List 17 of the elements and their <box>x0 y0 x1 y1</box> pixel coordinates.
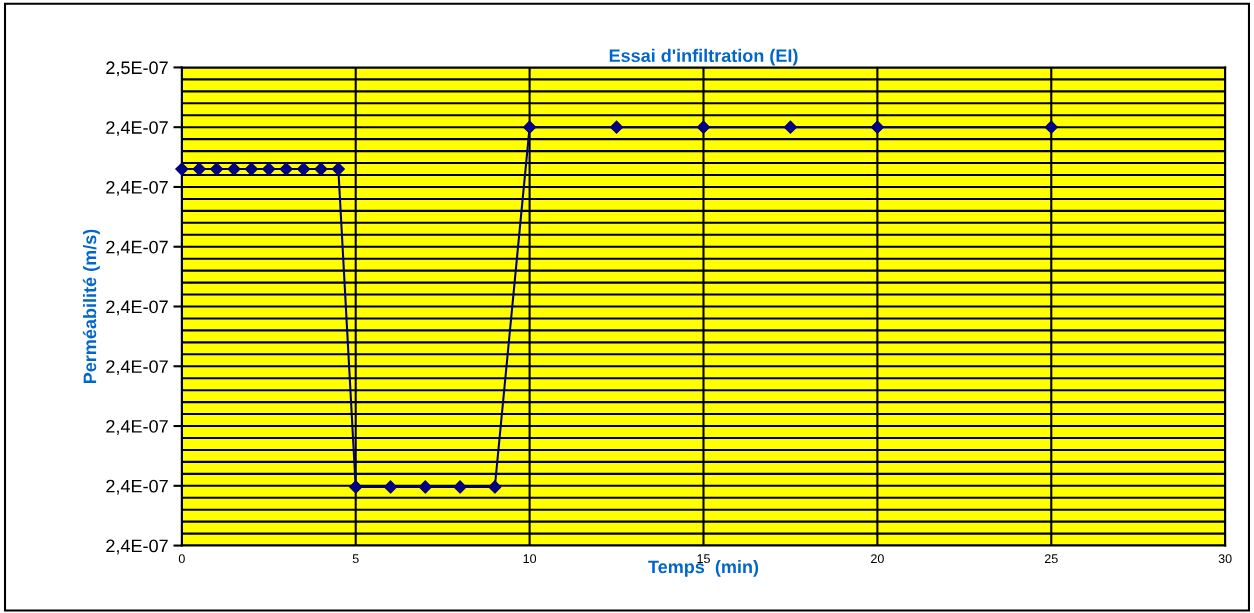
x-tick-label: 20 <box>871 554 884 564</box>
text: 2,4E-07 <box>106 240 168 256</box>
x-tick-label: 5 <box>352 554 359 564</box>
y-axis-title: Perméabilité (m/s) <box>82 229 100 384</box>
text: 2,4E-07 <box>106 360 168 376</box>
x-tick-label: 0 <box>178 554 185 564</box>
text: 2,4E-07 <box>106 479 168 495</box>
text: 2,4E-07 <box>106 121 168 137</box>
text: 2,5E-07 <box>106 61 168 77</box>
x-tick-label: 25 <box>1044 554 1058 564</box>
text: 2,4E-07 <box>106 539 168 555</box>
x-tick-label: 10 <box>523 554 537 564</box>
text: 2,4E-07 <box>106 180 168 196</box>
text: 2,4E-07 <box>106 300 168 316</box>
text: 2,4E-07 <box>106 419 168 435</box>
x-tick-label: 30 <box>1218 554 1232 564</box>
chart-title: Essai d'infiltration (EI) <box>609 48 798 66</box>
